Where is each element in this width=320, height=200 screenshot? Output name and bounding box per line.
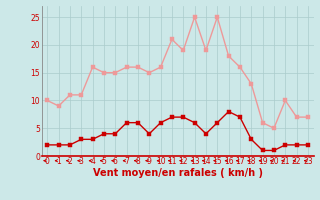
- X-axis label: Vent moyen/en rafales ( km/h ): Vent moyen/en rafales ( km/h ): [92, 168, 263, 178]
